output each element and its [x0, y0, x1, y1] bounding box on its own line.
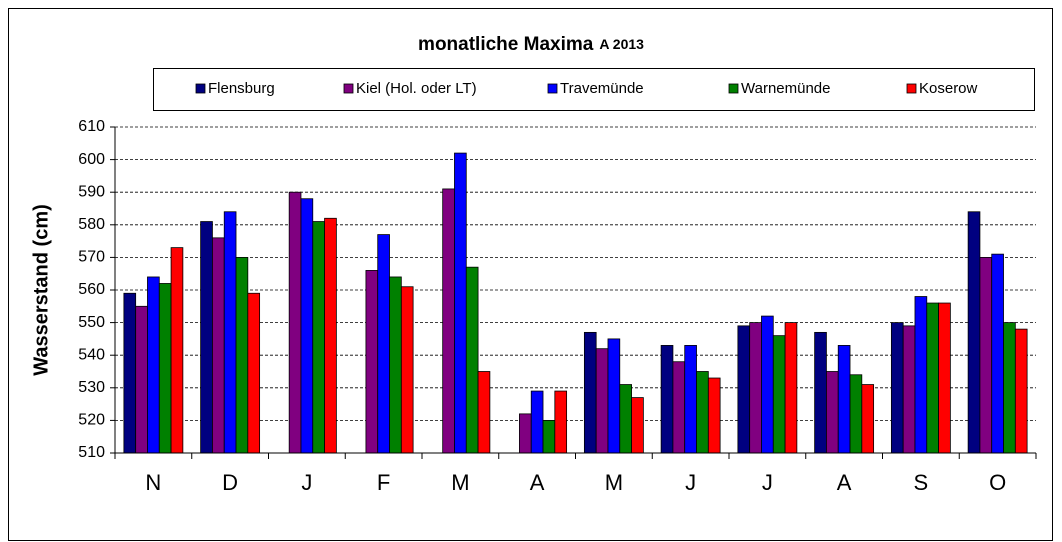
bar [235, 256, 249, 454]
y-tick-label: 570 [78, 249, 105, 266]
bar [619, 384, 632, 454]
bar [288, 191, 302, 454]
bar [1003, 322, 1016, 454]
bar [365, 270, 379, 454]
bar [465, 266, 479, 454]
bar [212, 237, 225, 454]
bar [1014, 328, 1028, 454]
x-tick-label: M [451, 470, 469, 495]
bar [519, 413, 532, 454]
legend-swatch [343, 83, 354, 94]
legend-swatch [547, 83, 558, 94]
chart-title: monatliche Maxima [418, 34, 594, 55]
bar [247, 292, 261, 454]
bar [377, 234, 390, 454]
x-tick-label: A [837, 470, 852, 495]
y-tick-label: 600 [78, 151, 105, 168]
bar [861, 384, 875, 454]
chart-subtitle: A 2013 [599, 36, 644, 52]
bar [991, 253, 1004, 454]
legend-swatch [906, 83, 917, 94]
legend-label: Warnemünde [741, 80, 831, 97]
bar [200, 221, 213, 454]
bar [147, 276, 160, 454]
bar [914, 296, 928, 454]
bar [477, 371, 491, 454]
y-tick-label: 510 [78, 444, 105, 461]
y-tick-label: 560 [78, 281, 105, 298]
bar [761, 315, 774, 454]
bar [902, 325, 916, 454]
bar [979, 256, 993, 454]
bar [223, 211, 237, 454]
x-tick-label: J [762, 470, 773, 495]
y-tick-label: 610 [78, 118, 105, 135]
x-tick-label: F [377, 470, 390, 495]
legend-swatch [728, 83, 739, 94]
bar [772, 335, 786, 454]
x-tick-label: A [530, 470, 545, 495]
bar [672, 361, 686, 454]
bar [324, 217, 337, 454]
bar [595, 348, 609, 454]
y-axis-label: Wasserstand (cm) [30, 204, 52, 376]
bar [660, 345, 674, 454]
bar [967, 211, 981, 454]
bar [530, 390, 544, 454]
y-tick-label: 550 [78, 314, 105, 331]
y-tick-label: 590 [78, 183, 105, 200]
bar [684, 345, 697, 454]
bar [849, 374, 863, 454]
bar [826, 371, 839, 454]
bar [938, 302, 951, 454]
y-tick-label: 530 [78, 379, 105, 396]
bar [554, 390, 568, 454]
bar [749, 322, 762, 454]
bar [707, 377, 721, 454]
bar [696, 371, 709, 454]
bar [542, 419, 556, 454]
bar [837, 345, 851, 454]
bar [607, 338, 621, 454]
x-tick-label: J [685, 470, 696, 495]
bar [926, 302, 939, 454]
x-tick-label: D [222, 470, 238, 495]
bar [312, 221, 325, 454]
chart-title-group: monatliche Maxima A 2013 [418, 34, 644, 55]
bar [631, 397, 644, 454]
bar [442, 188, 455, 454]
bar [123, 292, 137, 454]
bar [814, 331, 827, 454]
bar [135, 305, 148, 454]
legend-box [153, 68, 1035, 111]
legend-label: Flensburg [208, 80, 275, 97]
x-tick-label: O [989, 470, 1006, 495]
bar [583, 331, 597, 454]
x-tick-label: M [605, 470, 623, 495]
bar [300, 198, 314, 454]
legend-label: Kiel (Hol. oder LT) [356, 80, 477, 97]
bar [784, 322, 798, 454]
bar [400, 286, 414, 454]
legend-label: Koserow [919, 80, 978, 97]
x-tick-label: J [301, 470, 312, 495]
bar [890, 322, 904, 454]
y-tick-label: 520 [78, 412, 105, 429]
bar [170, 247, 184, 454]
x-tick-label: N [145, 470, 161, 495]
legend-label: Travemünde [560, 80, 644, 97]
x-tick-label: S [914, 470, 929, 495]
y-tick-label: 540 [78, 346, 105, 363]
bar [389, 276, 402, 454]
legend-swatch [195, 83, 206, 94]
y-tick-label: 580 [78, 216, 105, 233]
bar [737, 325, 751, 454]
bar [158, 283, 172, 454]
bar [454, 152, 467, 454]
